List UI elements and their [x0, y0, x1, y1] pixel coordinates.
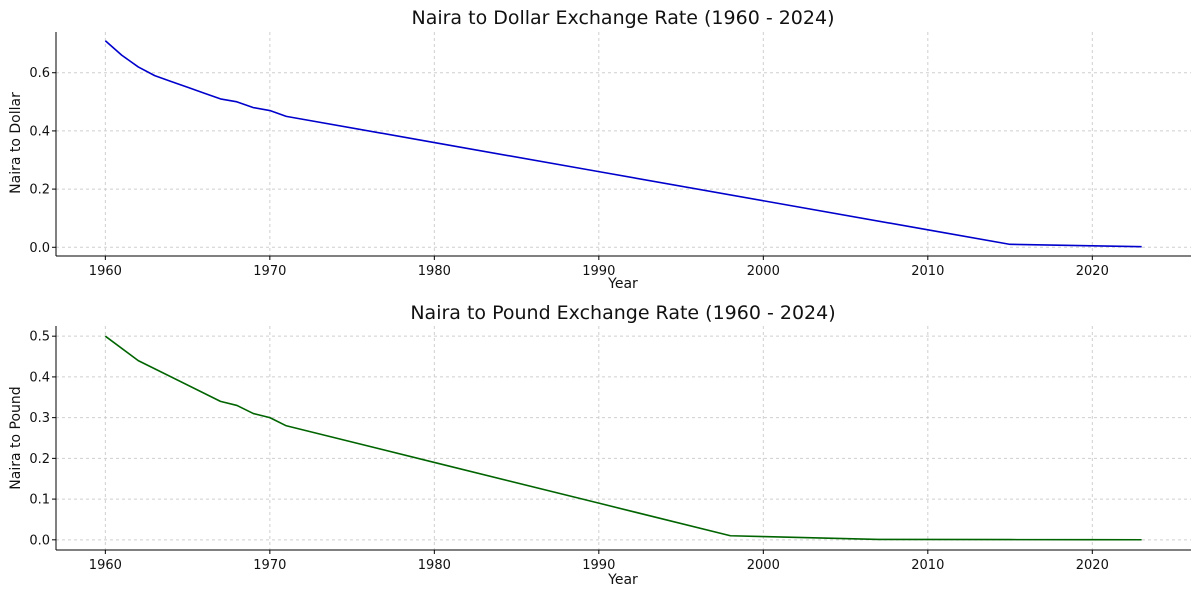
dollar-chart-xlabel: Year: [607, 276, 638, 292]
pound-chart-xlabel: Year: [607, 572, 638, 588]
pound-x-tick-label-5: 2010: [911, 558, 944, 573]
dollar-y-tick-label-0: 0.0: [29, 241, 50, 256]
dollar-x-tick-label-2: 1980: [418, 264, 451, 279]
dollar-x-tick-label-1: 1970: [253, 264, 286, 279]
pound-chart-panel: Naira to Pound Exchange Rate (1960 - 202…: [8, 302, 1191, 588]
dollar-x-tick-label-0: 1960: [89, 264, 122, 279]
dollar-x-tick-label-6: 2020: [1076, 264, 1109, 279]
pound-chart-ylabel: Naira to Pound: [8, 386, 24, 489]
dollar-chart-panel: Naira to Dollar Exchange Rate (1960 - 20…: [8, 7, 1191, 292]
dollar-chart-title: Naira to Dollar Exchange Rate (1960 - 20…: [411, 7, 834, 29]
pound-y-tick-label-5: 0.5: [29, 330, 50, 345]
dollar-y-tick-label-1: 0.2: [29, 183, 50, 198]
pound-y-tick-label-0: 0.0: [29, 533, 50, 548]
pound-series-line-0: [104, 335, 1142, 541]
pound-x-tick-label-1: 1970: [253, 558, 286, 573]
dollar-chart-ylabel: Naira to Dollar: [8, 92, 24, 194]
pound-x-tick-label-2: 1980: [418, 558, 451, 573]
pound-x-tick-label-4: 2000: [747, 558, 780, 573]
pound-x-tick-label-3: 1990: [582, 558, 615, 573]
pound-x-tick-label-6: 2020: [1076, 558, 1109, 573]
pound-x-tick-label-0: 1960: [89, 558, 122, 573]
dollar-x-tick-label-5: 2010: [911, 264, 944, 279]
pound-y-tick-label-4: 0.4: [29, 370, 50, 385]
pound-chart-title: Naira to Pound Exchange Rate (1960 - 202…: [410, 302, 835, 324]
pound-y-tick-label-3: 0.3: [29, 411, 50, 426]
dollar-x-tick-label-3: 1990: [582, 264, 615, 279]
dollar-x-tick-label-4: 2000: [747, 264, 780, 279]
pound-y-tick-label-1: 0.1: [29, 493, 50, 508]
pound-y-tick-label-2: 0.2: [29, 452, 50, 467]
dollar-y-tick-label-2: 0.4: [29, 124, 50, 139]
dollar-series-line-0: [104, 40, 1142, 248]
dollar-y-tick-label-3: 0.6: [29, 66, 50, 81]
